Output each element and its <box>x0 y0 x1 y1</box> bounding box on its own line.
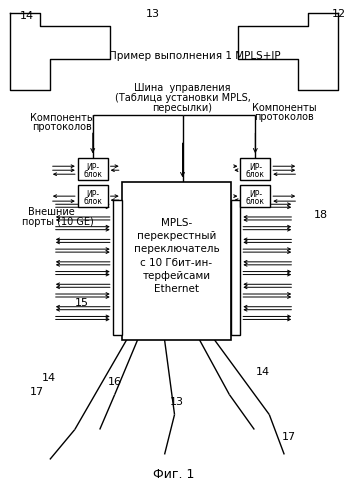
Text: протоколов: протоколов <box>254 112 314 122</box>
Text: блок: блок <box>83 197 102 206</box>
Text: пересылки): пересылки) <box>153 103 213 113</box>
Text: 15: 15 <box>75 298 89 308</box>
Text: ИР-: ИР- <box>86 190 99 199</box>
Bar <box>231 200 240 335</box>
Text: протоколов: протоколов <box>32 122 92 132</box>
Bar <box>240 185 270 207</box>
Bar <box>78 158 108 180</box>
Text: Компоненты: Компоненты <box>252 103 317 113</box>
Bar <box>240 158 270 180</box>
Text: блок: блок <box>246 170 265 179</box>
Text: блок: блок <box>83 170 102 179</box>
Text: ИР-: ИР- <box>249 163 262 172</box>
Text: 14: 14 <box>42 373 56 383</box>
Text: 17: 17 <box>30 387 44 397</box>
Text: 13: 13 <box>146 8 159 18</box>
Text: 16: 16 <box>108 377 122 387</box>
Bar <box>122 182 231 340</box>
Text: Компоненты: Компоненты <box>30 113 94 123</box>
Text: (Таблица установки MPLS,: (Таблица установки MPLS, <box>114 93 251 103</box>
Text: ИР-: ИР- <box>249 190 262 199</box>
Text: 14: 14 <box>20 10 34 20</box>
Text: Пример выполнения 1 MPLS+IP: Пример выполнения 1 MPLS+IP <box>109 50 280 60</box>
Text: MPLS-
перекрестный
переключатель
с 10 Гбит-ин-
терфейсами
Ethernet: MPLS- перекрестный переключатель с 10 Гб… <box>134 218 220 294</box>
Text: Шина  управления: Шина управления <box>134 83 231 93</box>
Text: Внешние: Внешние <box>28 207 75 217</box>
Text: блок: блок <box>246 197 265 206</box>
Text: 17: 17 <box>282 433 296 443</box>
Text: 13: 13 <box>170 397 184 407</box>
Text: ИР-: ИР- <box>86 163 99 172</box>
Bar <box>78 185 108 207</box>
Text: 18: 18 <box>314 210 328 220</box>
Text: 12: 12 <box>332 8 346 18</box>
Text: 14: 14 <box>256 367 270 377</box>
Text: порты (10 GE): порты (10 GE) <box>22 217 94 227</box>
Bar <box>113 200 122 335</box>
Text: Фиг. 1: Фиг. 1 <box>153 468 194 481</box>
Polygon shape <box>238 12 338 90</box>
Polygon shape <box>10 12 110 90</box>
